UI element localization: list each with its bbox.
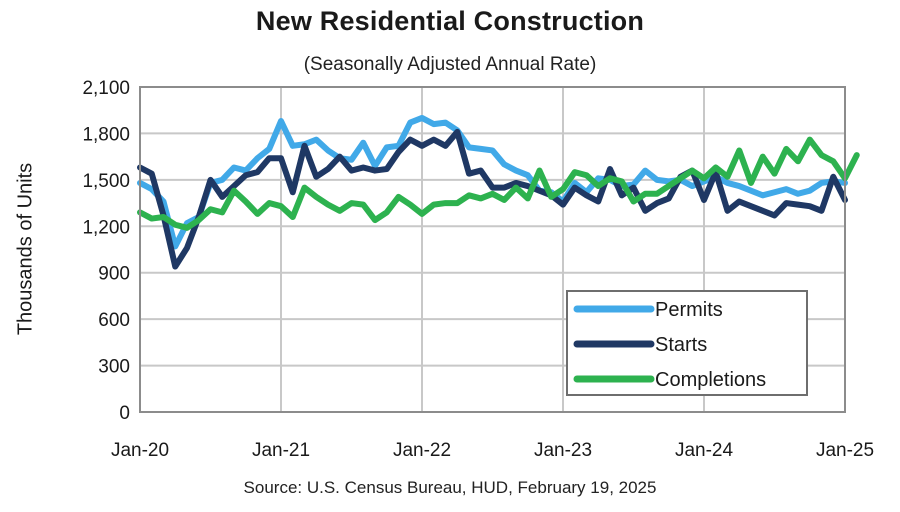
y-tick-label: 600 [98,310,130,331]
y-tick-label: 300 [98,357,130,378]
legend-label-starts: Starts [655,334,707,356]
y-tick-label: 1,800 [82,124,130,145]
legend-label-completions: Completions [655,369,766,391]
x-tick-label: Jan-22 [393,440,451,461]
x-tick-label: Jan-20 [111,440,169,461]
series-line-completions [137,136,860,231]
legend-label-permits: Permits [655,299,723,321]
y-tick-label: 1,200 [82,217,130,238]
chart-title: New Residential Construction [255,6,645,36]
y-tick-label: 0 [119,403,130,424]
y-axis-ticks: 0 300 600 900 1,200 1,500 1,800 2,100 [82,78,130,424]
series-line-permits [137,114,848,250]
y-tick-label: 2,100 [82,78,130,99]
x-tick-label: Jan-21 [252,440,310,461]
y-tick-label: 1,500 [82,171,130,192]
x-tick-label: Jan-23 [534,440,592,461]
x-tick-label: Jan-25 [816,440,874,461]
chart-subtitle: (Seasonally Adjusted Annual Rate) [303,54,597,75]
legend: Permits Starts Completions [566,290,808,396]
series-line-starts [137,128,848,270]
series-lines [137,114,860,270]
chart-source: Source: U.S. Census Bureau, HUD, Februar… [243,478,657,497]
y-tick-label: 900 [98,264,130,285]
x-axis-ticks: Jan-20 Jan-21 Jan-22 Jan-23 Jan-24 Jan-25 [111,440,874,461]
plot-frame [139,86,846,413]
x-tick-label: Jan-24 [675,440,734,461]
